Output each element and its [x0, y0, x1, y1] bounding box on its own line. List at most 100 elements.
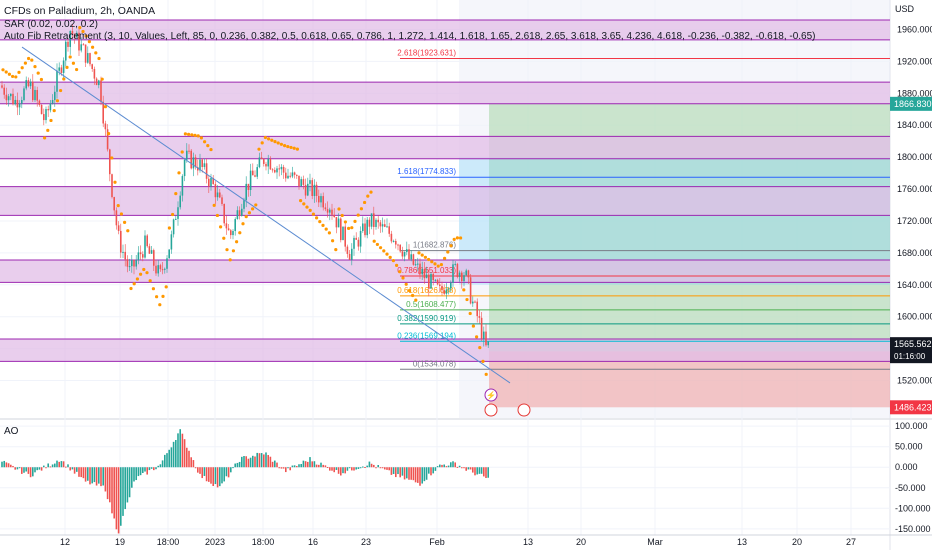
sar-dot — [49, 118, 53, 123]
sar-dot — [148, 279, 152, 283]
sar-dot — [190, 133, 194, 137]
price-label-text: 1866.830 — [894, 99, 932, 109]
sar-dot — [340, 213, 344, 218]
sar-dot — [14, 75, 18, 79]
candle-body — [71, 30, 74, 35]
ao-bar — [181, 433, 184, 468]
sar-dot — [337, 207, 341, 211]
candle-body — [38, 100, 41, 105]
candle-body — [452, 264, 454, 283]
sar-dot — [4, 70, 8, 74]
ao-bar — [38, 467, 41, 470]
candle-body — [406, 249, 408, 253]
candle-body — [348, 253, 351, 260]
sar-dot — [407, 289, 411, 293]
ao-bar — [274, 460, 276, 468]
current-price-label-bg — [890, 337, 932, 364]
time-tick-label: 18:00 — [157, 537, 180, 547]
ao-bar — [135, 467, 137, 481]
candle-body — [212, 178, 214, 185]
sar-dot — [295, 147, 299, 151]
candle-body — [386, 226, 388, 228]
sar-dot — [215, 213, 219, 218]
ao-bar — [3, 460, 5, 468]
sr-zone — [0, 260, 890, 283]
sar-dot — [359, 207, 363, 211]
ao-bar — [441, 464, 443, 468]
fib-level-label: 0.236(1569.194) — [397, 331, 456, 340]
candle-body — [148, 246, 151, 254]
ao-bar — [164, 454, 166, 468]
candle-body — [166, 258, 168, 269]
candle-body — [150, 250, 153, 254]
ao-bar — [487, 467, 489, 478]
ao-bar — [282, 467, 285, 469]
candle-body — [428, 274, 430, 289]
sar-dot — [279, 142, 283, 146]
candle-body — [67, 41, 69, 47]
ao-bar — [175, 440, 177, 468]
ao-bar — [212, 467, 214, 487]
candle-body — [203, 163, 206, 168]
ao-bar — [166, 453, 168, 468]
ao-bar — [340, 467, 342, 476]
ao-bar — [324, 465, 327, 468]
candle-body — [441, 285, 443, 291]
ao-bar — [247, 458, 250, 468]
sar-dot — [62, 77, 66, 81]
sar-dot — [417, 251, 421, 255]
ao-bar — [131, 467, 133, 488]
sar-dot — [43, 136, 47, 140]
sar-dot — [126, 229, 130, 233]
ao-bar — [58, 461, 60, 468]
candle-body — [16, 99, 19, 108]
ao-bar — [69, 467, 71, 471]
candle-body — [133, 260, 135, 267]
ao-bar — [65, 466, 67, 468]
candle-body — [135, 260, 137, 267]
sar-dot — [196, 134, 200, 138]
ao-bar — [95, 467, 98, 486]
candle-body — [230, 230, 232, 236]
candle-body — [243, 200, 245, 209]
candle-body — [465, 270, 467, 276]
ao-bar — [375, 467, 377, 469]
sar-dot — [302, 202, 306, 206]
candle-body — [142, 254, 144, 258]
candle-body — [483, 331, 485, 339]
sar-dot — [475, 335, 479, 339]
ao-bar — [199, 467, 201, 474]
sar-dot — [199, 136, 203, 140]
sar-dot — [27, 56, 31, 61]
sar-dot — [119, 212, 123, 216]
ao-bar — [49, 466, 52, 468]
candle-body — [487, 341, 489, 346]
sar-dot — [324, 227, 328, 231]
price-tick-label: 1760.000 — [897, 184, 932, 194]
candle-body — [377, 219, 379, 223]
ao-bar — [362, 466, 364, 468]
sar-dot — [327, 231, 331, 235]
ao-bar — [348, 467, 351, 469]
candle-body — [298, 175, 300, 187]
ao-bar — [452, 461, 454, 468]
candle-body — [183, 159, 186, 177]
sar-dot — [23, 61, 27, 65]
candle-body — [210, 178, 212, 187]
candle-body — [128, 266, 131, 268]
price-tick-label: 1880.000 — [897, 88, 932, 98]
candle-body — [1, 85, 3, 88]
ao-bar — [269, 456, 272, 468]
candle-body — [80, 44, 82, 51]
sar-dot — [161, 294, 165, 298]
price-tick-label: 1520.000 — [897, 376, 932, 386]
sar-dot — [478, 346, 482, 350]
fib-indicator-label: Auto Fib Retracement (3, 10, Values, Lef… — [4, 31, 816, 42]
candle-body — [168, 249, 170, 259]
ao-bar — [232, 467, 234, 469]
ao-bar — [159, 464, 162, 468]
ao-bar — [56, 460, 58, 468]
ao-bar — [126, 467, 129, 503]
ao-bar — [458, 465, 461, 468]
